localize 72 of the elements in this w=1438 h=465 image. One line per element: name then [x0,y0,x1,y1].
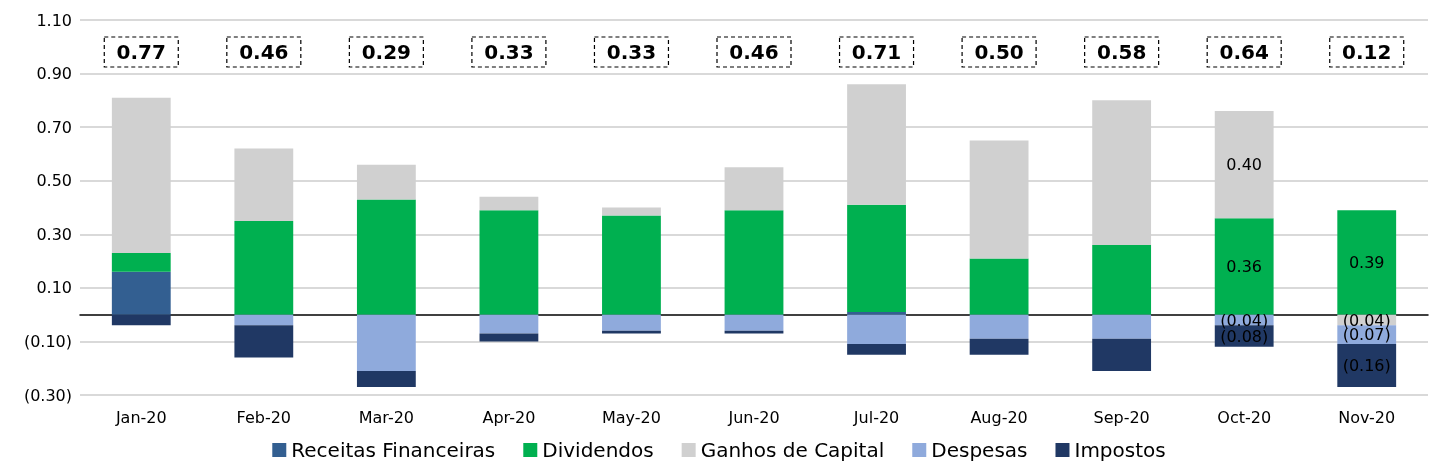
x-tick-label: Apr-20 [482,407,536,427]
bar [234,325,294,358]
x-tick-label: Aug-20 [970,407,1028,427]
bar [479,210,539,315]
legend-label: Receitas Financeiras [291,438,496,462]
data-label: 0.36 [1226,256,1262,276]
bar [234,220,294,315]
bar [479,196,539,211]
x-tick-label: Nov-20 [1338,407,1396,427]
bar [847,314,906,345]
y-tick-label: 1.10 [36,10,72,30]
y-tick-label: 0.30 [36,224,72,244]
x-tick-label: Jan-20 [114,407,167,427]
bar [1092,245,1152,315]
bar [1092,338,1152,371]
bar [1092,314,1152,339]
annotation: 0.77 [116,40,166,64]
bar [1214,218,1274,315]
x-tick-label: Mar-20 [358,407,415,427]
annotation: 0.71 [851,40,902,64]
y-tick-label: 0.90 [36,64,72,84]
x-tick-label: Oct-20 [1217,407,1272,427]
bar [724,210,784,315]
y-tick-label: 0.50 [36,171,72,191]
data-label: (0.16) [1342,356,1391,376]
bar [479,333,539,342]
bar [847,344,906,355]
annotation: 0.12 [1342,40,1392,64]
bar [1337,210,1397,315]
bar [479,314,539,334]
legend-label: Dividendos [542,438,654,462]
bar [111,314,171,326]
bar [602,314,661,331]
annotation: 0.46 [239,40,289,64]
legend-label: Ganhos de Capital [700,438,885,462]
legend-label: Despesas [931,438,1028,462]
x-tick-label: Jun-20 [727,407,780,427]
bar [356,199,416,315]
x-tick-label: Feb-20 [236,407,292,427]
annotation: 0.33 [484,40,534,64]
y-tick-label: 0.10 [36,278,72,298]
annotation: 0.46 [729,40,779,64]
bar [847,204,906,312]
y-tick-label: (0.30) [23,385,72,405]
data-label: (0.04) [1220,310,1269,330]
y-tick-label: 0.70 [36,117,72,137]
bar [969,338,1029,355]
x-tick-label: Sep-20 [1093,407,1150,427]
bar [111,253,171,272]
annotation: 0.29 [361,40,412,64]
data-label: 0.39 [1348,252,1385,272]
x-tick-label: May-20 [601,407,661,427]
bar [1337,344,1397,387]
y-tick-label: (0.10) [23,331,72,351]
annotation: 0.64 [1219,40,1269,64]
bar [724,314,784,331]
data-label: 0.40 [1226,155,1262,175]
x-tick-label: Jul-20 [852,407,900,427]
bar [969,314,1029,339]
bar [602,207,661,216]
bar [356,314,416,371]
data-label: (0.04) [1342,310,1391,330]
bar [847,311,906,315]
bar [969,258,1029,315]
annotation: 0.50 [974,40,1024,64]
bar [602,215,661,315]
annotation: 0.58 [1096,40,1147,64]
bar [234,314,294,326]
legend-label: Impostos [1074,438,1166,462]
annotation: 0.33 [606,40,657,64]
bar [111,271,171,315]
bar [356,370,416,387]
